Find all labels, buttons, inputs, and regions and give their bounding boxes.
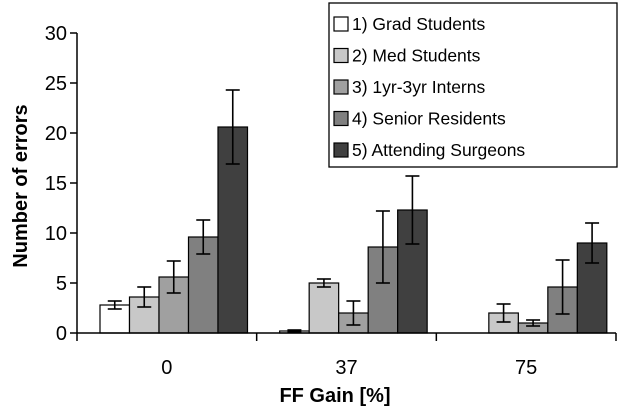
legend-label-1: 1) Grad Students [352, 14, 486, 34]
legend-box [328, 2, 618, 168]
legend-swatch-5 [333, 142, 349, 158]
legend-label-5: 5) Attending Surgeons [352, 140, 525, 160]
bar-2-cat-37 [308, 282, 340, 334]
x-tick-label-0: 0 [161, 357, 172, 379]
y-tick-label-10: 10 [45, 223, 67, 245]
legend-swatch-3 [333, 79, 349, 95]
legend-label-4: 4) Senior Residents [352, 109, 506, 129]
x-tick-label-75: 75 [515, 357, 537, 379]
legend-swatch-2 [333, 47, 349, 64]
plot-area [99, 89, 608, 334]
y-tick-label-15: 15 [45, 173, 67, 195]
legend: 1) Grad Students 2) Med Students 3) 1yr-3y… [328, 2, 618, 168]
x-tick-label-37: 37 [335, 357, 357, 379]
y-axis-title: Number of errors [10, 104, 32, 267]
y-tick-label-5: 5 [56, 273, 67, 295]
y-tick-label-30: 30 [45, 23, 67, 45]
legend-swatch-4 [333, 110, 349, 127]
axes: 0 5 10 15 20 25 30 0 37 75 [45, 23, 617, 379]
x-axis-title: FF Gain [%] [279, 385, 390, 407]
legend-swatch-1 [333, 16, 349, 32]
legend-label-2: 2) Med Students [352, 46, 481, 66]
y-tick-label-25: 25 [45, 73, 67, 95]
y-tick-label-0: 0 [56, 323, 67, 345]
legend-label-3: 3) 1yr-3yr Interns [352, 77, 485, 97]
y-tick-label-20: 20 [45, 123, 67, 145]
